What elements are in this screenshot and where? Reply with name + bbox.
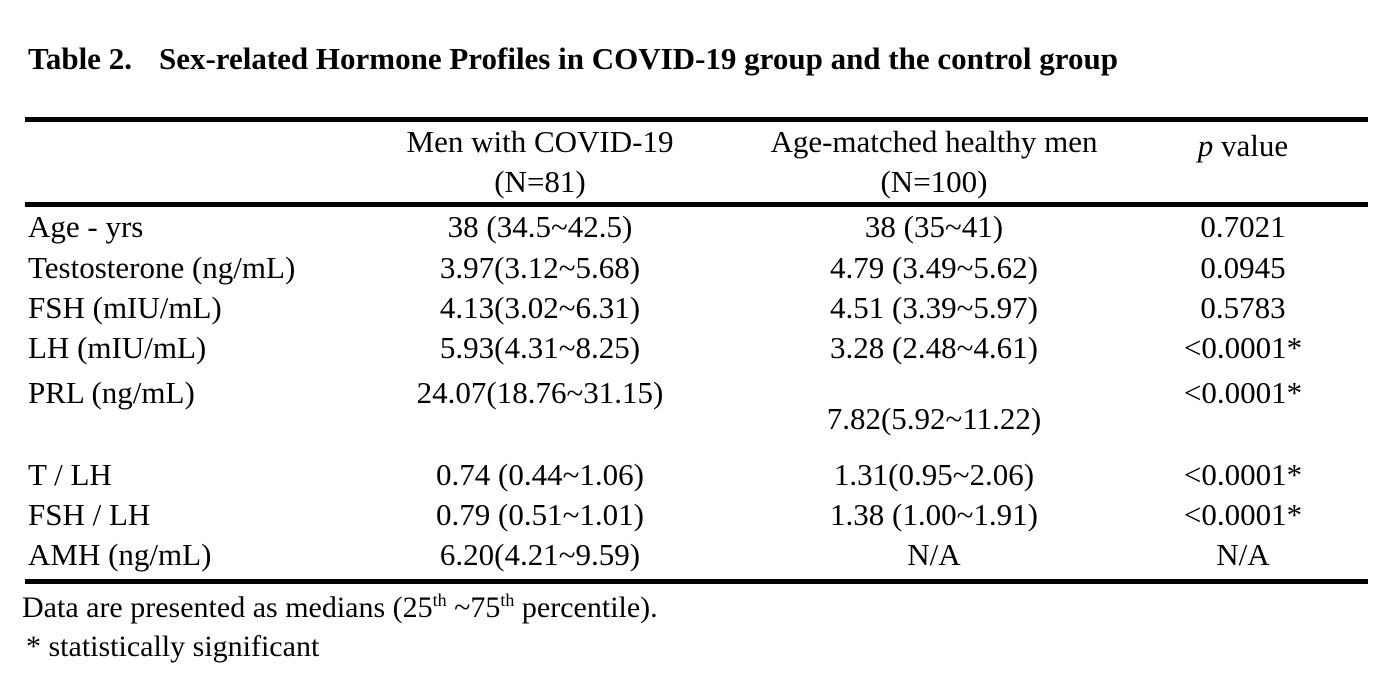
header-covid-line2: (N=81) (494, 164, 586, 199)
header-covid-line1: Men with COVID-19 (406, 124, 674, 159)
cell-covid-value: 6.20(4.21~9.59) (439, 537, 641, 572)
cell-p-value: <0.0001* (1183, 375, 1303, 410)
footnote-medians-mid: ~75 (446, 591, 501, 624)
header-empty-cell (25, 120, 330, 205)
hormone-profiles-table: Men with COVID-19 (N=81) Age-matched hea… (25, 117, 1368, 584)
cell-p-value: <0.0001* (1183, 497, 1303, 532)
cell-covid-value: 3.97(3.12~5.68) (439, 249, 641, 285)
table-row-fsh: FSH (mIU/mL) 4.13(3.02~6.31) 4.51 (3.39~… (25, 288, 1368, 328)
cell-healthy-value: 1.31(0.95~2.06) (833, 457, 1035, 492)
table-number: Table 2. (28, 41, 132, 76)
cell-label: Age - yrs (28, 209, 144, 244)
header-healthy-line1: Age-matched healthy men (770, 124, 1098, 159)
table-header: Men with COVID-19 (N=81) Age-matched hea… (25, 120, 1368, 205)
cell-healthy-value: N/A (907, 537, 961, 572)
cell-label: LH (mIU/mL) (28, 330, 207, 365)
cell-label: Testosterone (ng/mL) (28, 249, 296, 285)
footnote-medians-suffix: percentile). (514, 591, 658, 624)
footnote-sup-25th: th (432, 590, 447, 610)
cell-healthy-value: 3.28 (2.48~4.61) (830, 330, 1038, 365)
footnote-medians-prefix: Data are presented as medians (25 (22, 591, 433, 624)
cell-p-value: 0.0945 (1200, 249, 1286, 285)
cell-covid-value: 5.93(4.31~8.25) (439, 330, 641, 365)
header-covid-group: Men with COVID-19 (N=81) (330, 120, 750, 205)
cell-healthy-value: 4.79 (3.49~5.62) (830, 249, 1038, 285)
cell-healthy-value: 1.38 (1.00~1.91) (830, 497, 1038, 532)
p-symbol: p (1197, 128, 1214, 163)
table-row-testosterone: Testosterone (ng/mL) 3.97(3.12~5.68) 4.7… (25, 247, 1368, 288)
cell-label: T / LH (28, 457, 112, 492)
table-caption: Sex-related Hormone Profiles in COVID-19… (158, 41, 1118, 76)
table-title: Table 2. Sex-related Hormone Profiles in … (28, 40, 1118, 78)
cell-covid-value: 4.13(3.02~6.31) (439, 290, 641, 325)
table-row-prl: PRL (ng/mL) 24.07(18.76~31.15) 7.82(5.92… (25, 368, 1368, 455)
cell-label: AMH (ng/mL) (28, 537, 212, 572)
cell-label: FSH / LH (28, 497, 151, 532)
footnote-sup-75th: th (500, 590, 515, 610)
table-row-lh: LH (mIU/mL) 5.93(4.31~8.25) 3.28 (2.48~4… (25, 328, 1368, 368)
table-row-t-lh: T / LH 0.74 (0.44~1.06) 1.31(0.95~2.06) … (25, 455, 1368, 495)
table-row-fsh-lh: FSH / LH 0.79 (0.51~1.01) 1.38 (1.00~1.9… (25, 495, 1368, 535)
table-body: Age - yrs 38 (34.5~42.5) 38 (35~41) 0.70… (25, 205, 1368, 581)
p-value-word: value (1213, 128, 1289, 163)
table-row-amh: AMH (ng/mL) 6.20(4.21~9.59) N/A N/A (25, 535, 1368, 581)
header-healthy-line2: (N=100) (880, 164, 988, 199)
header-healthy-group: Age-matched healthy men (N=100) (750, 120, 1118, 205)
header-p-value: p value (1118, 120, 1368, 205)
cell-covid-value: 24.07(18.76~31.15) (416, 375, 664, 410)
cell-healthy-value: 7.82(5.92~11.22) (826, 401, 1042, 436)
footnote-medians: Data are presented as medians (25th ~75t… (22, 590, 658, 624)
footnote-significance: * statistically significant (26, 630, 320, 663)
cell-p-value: N/A (1216, 537, 1270, 572)
cell-p-value: 0.5783 (1200, 290, 1286, 325)
cell-p-value: <0.0001* (1183, 457, 1303, 492)
cell-label: FSH (mIU/mL) (28, 290, 222, 325)
cell-covid-value: 38 (34.5~42.5) (447, 209, 633, 244)
cell-p-value: <0.0001* (1183, 330, 1303, 365)
cell-healthy-value: 38 (35~41) (864, 209, 1004, 244)
cell-covid-value: 0.74 (0.44~1.06) (436, 457, 644, 492)
table-row-age: Age - yrs 38 (34.5~42.5) 38 (35~41) 0.70… (25, 205, 1368, 248)
cell-p-value: 0.7021 (1200, 209, 1286, 244)
table-header-row: Men with COVID-19 (N=81) Age-matched hea… (25, 120, 1368, 205)
cell-healthy-value: 4.51 (3.39~5.97) (830, 290, 1038, 325)
cell-covid-value: 0.79 (0.51~1.01) (436, 497, 644, 532)
cell-label: PRL (ng/mL) (28, 375, 195, 410)
